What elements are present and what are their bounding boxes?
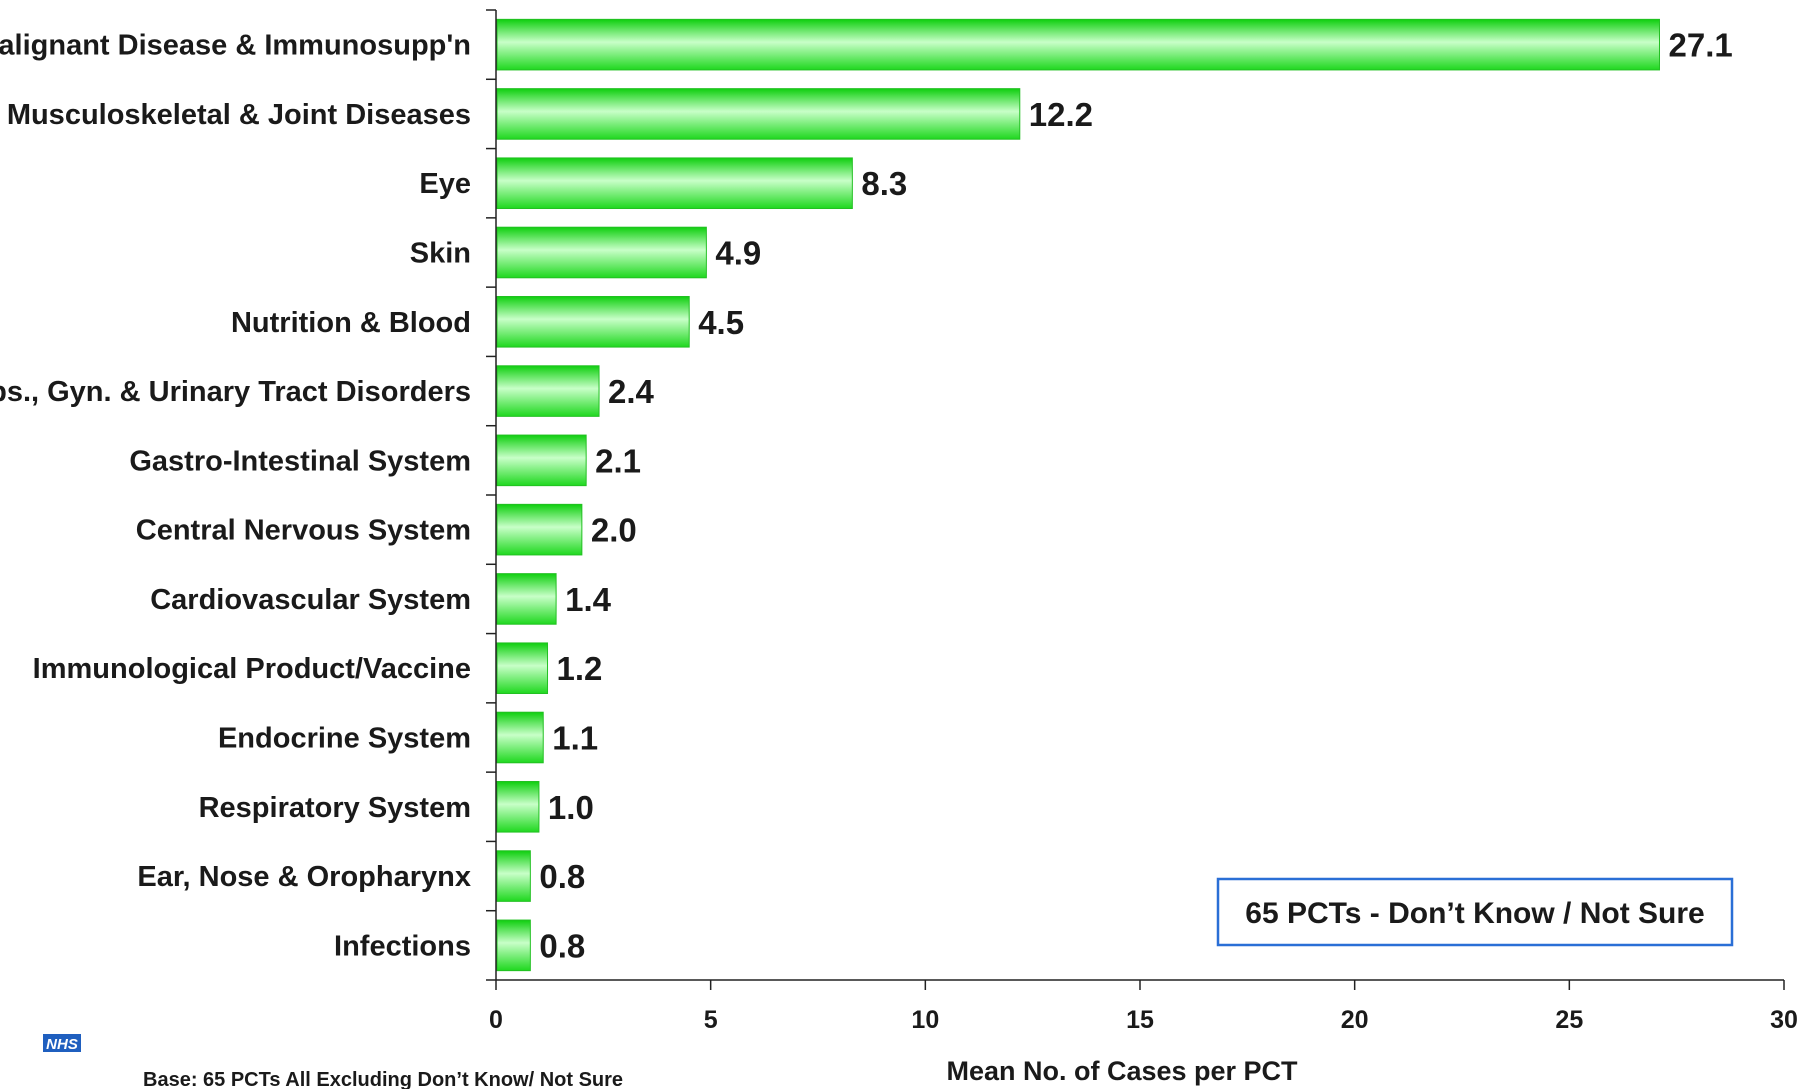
value-label: 4.9 bbox=[715, 235, 761, 272]
nhs-logo-text: NHS bbox=[46, 1036, 78, 1053]
value-label: 0.8 bbox=[539, 858, 585, 895]
category-label: Gastro-Intestinal System bbox=[129, 445, 471, 477]
annotation-text: 65 PCTs - Don’t Know / Not Sure bbox=[1245, 897, 1704, 930]
category-label: Skin bbox=[410, 238, 471, 270]
category-label: Nutrition & Blood bbox=[231, 307, 471, 339]
axis-layer: 0 5 10 15 20 25 30 bbox=[486, 9, 1798, 1034]
annotation-box: 65 PCTs - Don’t Know / Not Sure bbox=[1216, 877, 1734, 947]
bar-2 bbox=[496, 88, 1021, 140]
nhs-logo-box bbox=[43, 1034, 81, 1052]
x-axis-label: Mean No. of Cases per PCT bbox=[946, 1056, 1298, 1086]
value-label: 27.1 bbox=[1668, 27, 1732, 64]
category-label: Endocrine System bbox=[218, 723, 471, 755]
value-label: 0.8 bbox=[539, 927, 585, 964]
value-label: 12.2 bbox=[1029, 96, 1093, 133]
value-label: 1.4 bbox=[565, 581, 612, 618]
bar-14 bbox=[496, 919, 531, 972]
value-label: 1.1 bbox=[552, 720, 598, 757]
category-label: Eye bbox=[419, 168, 471, 200]
x-tick-label: 25 bbox=[1555, 1006, 1583, 1034]
category-label: Cardiovascular System bbox=[150, 584, 471, 616]
bar-13 bbox=[496, 850, 531, 902]
x-tick-label: 5 bbox=[704, 1006, 718, 1034]
bar-7 bbox=[496, 434, 587, 487]
bar-8 bbox=[496, 503, 583, 556]
bar-10 bbox=[496, 642, 549, 695]
value-label: 1.2 bbox=[557, 650, 603, 687]
x-tick-label: 30 bbox=[1770, 1006, 1798, 1034]
category-label: Immunological Product/Vaccine bbox=[33, 653, 471, 685]
value-label: 8.3 bbox=[861, 165, 907, 202]
bar-12 bbox=[496, 780, 540, 833]
category-label: Obs., Gyn. & Urinary Tract Disorders bbox=[0, 376, 471, 408]
category-label: Ear, Nose & Oropharynx bbox=[137, 861, 471, 893]
category-label: Musculoskeletal & Joint Diseases bbox=[7, 99, 471, 131]
base-note: Base: 65 PCTs All Excluding Don’t Know/ … bbox=[143, 1069, 623, 1089]
x-tick-label: 10 bbox=[911, 1006, 939, 1034]
value-label: 2.0 bbox=[591, 512, 637, 549]
value-label: 1.0 bbox=[548, 789, 594, 826]
category-label: Respiratory System bbox=[199, 792, 471, 824]
category-label: Central Nervous System bbox=[136, 515, 471, 547]
bars-layer bbox=[496, 18, 1660, 972]
value-label: 2.1 bbox=[595, 442, 641, 479]
bar-1 bbox=[496, 18, 1660, 71]
bar-9 bbox=[496, 573, 557, 625]
bar-5 bbox=[496, 295, 690, 348]
bar-6 bbox=[496, 365, 600, 417]
labels-layer: Malignant Disease & Immunosupp'n 27.1 Musc… bbox=[0, 27, 1733, 965]
bar-4 bbox=[496, 226, 707, 279]
annotation-border bbox=[1216, 877, 1734, 947]
x-tick-label: 15 bbox=[1126, 1006, 1154, 1034]
value-label: 2.4 bbox=[608, 373, 655, 410]
bar-3 bbox=[496, 157, 853, 210]
x-tick-label: 20 bbox=[1341, 1006, 1369, 1034]
x-tick-label: 0 bbox=[489, 1006, 503, 1034]
category-label: Infections bbox=[334, 930, 471, 962]
category-label: Malignant Disease & Immunosupp'n bbox=[0, 30, 471, 62]
value-label: 4.5 bbox=[698, 304, 744, 341]
bar-11 bbox=[496, 711, 544, 764]
nhs-logo: NHS bbox=[43, 1034, 81, 1053]
